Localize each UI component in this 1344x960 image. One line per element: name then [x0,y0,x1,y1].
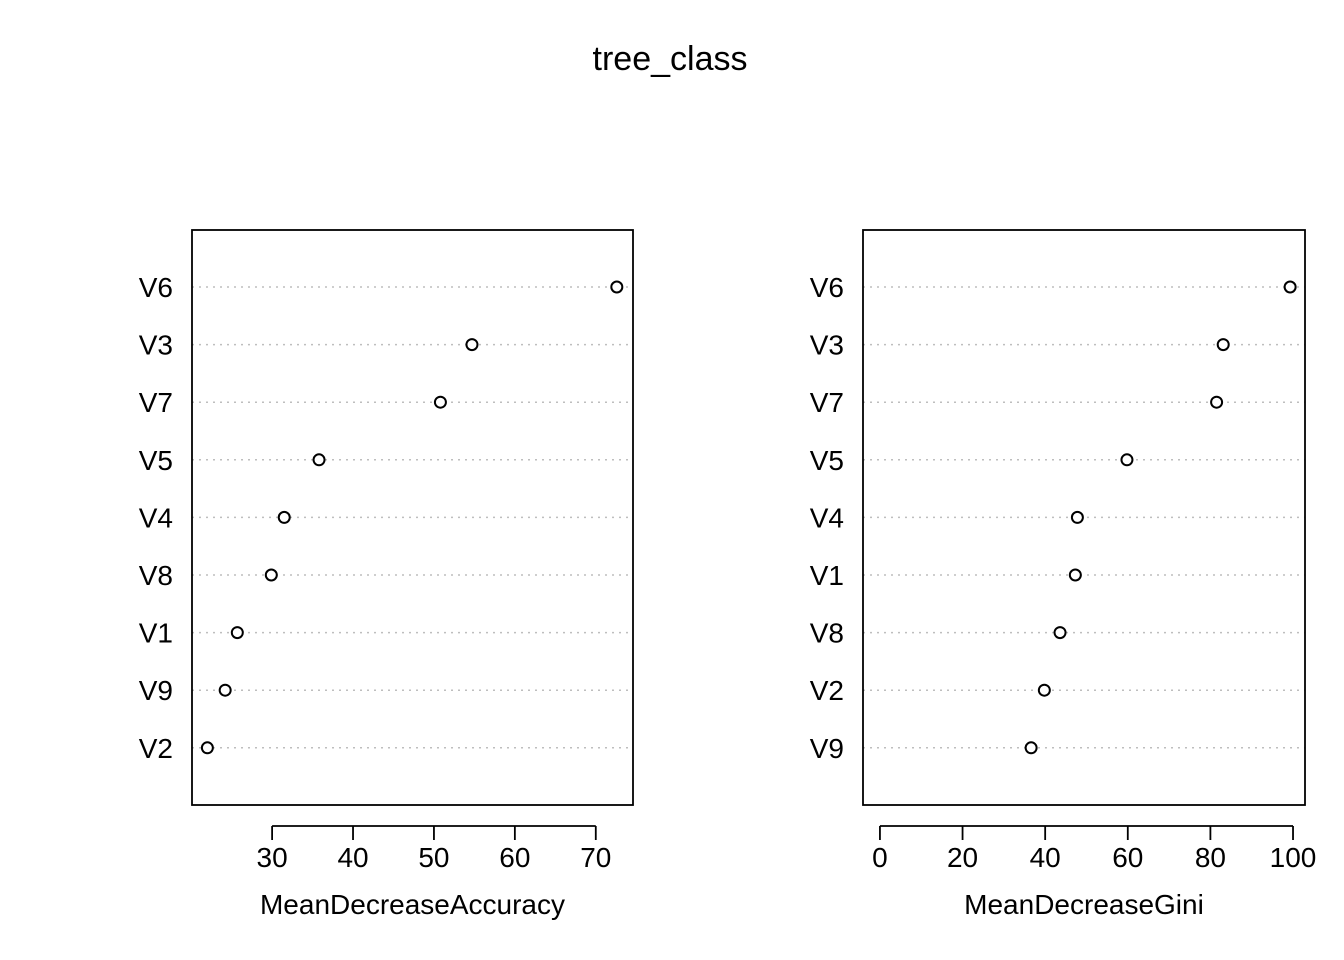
category-label: V7 [810,387,844,418]
category-label: V4 [810,502,844,533]
x-tick-label: 40 [337,842,368,873]
x-tick-label: 40 [1030,842,1061,873]
category-label: V5 [810,445,844,476]
chart-title: tree_class [593,40,748,78]
data-point [312,453,326,467]
category-label: V6 [139,272,173,303]
category-label: V5 [139,445,173,476]
x-tick-label: 60 [499,842,530,873]
plot-box [862,229,1306,806]
data-point [1070,510,1084,524]
data-point [1210,395,1224,409]
data-point [1216,338,1230,352]
data-point [264,568,278,582]
category-label: V7 [139,387,173,418]
x-axis-label: MeanDecreaseGini [964,889,1204,920]
category-label: V2 [810,675,844,706]
data-point [230,626,244,640]
category-label: V3 [139,330,173,361]
data-point [1024,741,1038,755]
category-label: V4 [139,502,173,533]
x-axis-label: MeanDecreaseAccuracy [260,889,565,920]
category-label: V1 [139,618,173,649]
data-point [1120,453,1134,467]
x-tick-label: 20 [947,842,978,873]
category-label: V9 [810,733,844,764]
gini-panel: V6 V3 V7 V5 V4 V1 V8 V2 V9 0 20 40 60 80 100 MeanDecrea… [810,229,1317,920]
x-tick-label: 0 [872,842,888,873]
data-point [1053,626,1067,640]
category-label: V8 [139,560,173,591]
x-tick-label: 60 [1112,842,1143,873]
category-label: V3 [810,330,844,361]
data-point [1068,568,1082,582]
data-point [277,510,291,524]
data-point [1037,683,1051,697]
x-tick-label: 100 [1270,842,1317,873]
x-tick-label: 70 [580,842,611,873]
data-point [465,338,479,352]
category-label: V8 [810,618,844,649]
plot-box [191,229,634,806]
data-point [433,395,447,409]
x-tick-label: 80 [1195,842,1226,873]
data-point [200,741,214,755]
x-tick-label: 30 [257,842,288,873]
category-label: V2 [139,733,173,764]
x-tick-label: 50 [418,842,449,873]
data-point [218,683,232,697]
accuracy-panel: V6 V3 V7 V5 V4 V8 V1 V9 V2 30 40 50 60 70 MeanDecrease… [139,229,634,920]
data-point [610,280,624,294]
category-label: V9 [139,675,173,706]
category-label: V6 [810,272,844,303]
category-label: V1 [810,560,844,591]
data-point [1283,280,1297,294]
